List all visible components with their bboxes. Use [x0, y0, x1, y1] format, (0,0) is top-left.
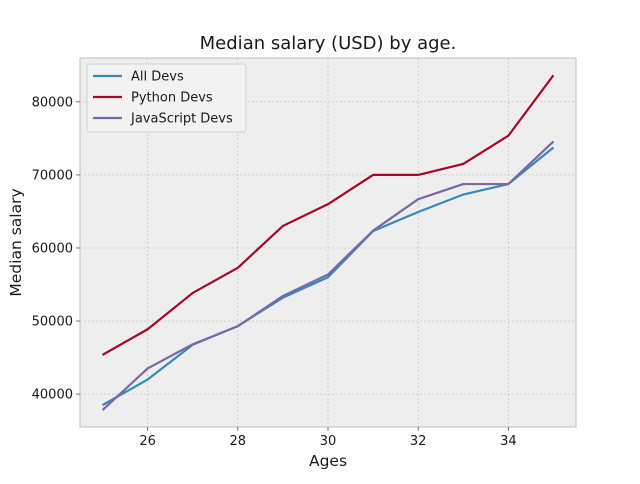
x-tick-label: 26 — [139, 434, 156, 449]
x-tick-label: 30 — [320, 434, 337, 449]
chart-title: Median salary (USD) by age. — [200, 33, 457, 54]
series-line-javascript-devs — [101, 140, 555, 411]
x-tick-label: 34 — [500, 434, 517, 449]
legend-label-javascript-devs: JavaScript Devs — [130, 112, 233, 127]
tick-labels: 26 28 30 32 34 40000 50000 60000 70000 80000 — [32, 95, 517, 449]
legend-entries: All Devs Python Devs JavaScript Devs — [93, 70, 233, 127]
y-tick-label: 70000 — [32, 168, 73, 183]
x-axis-label: Ages — [309, 452, 347, 470]
y-axis-label: Median salary — [7, 188, 25, 296]
y-tick-label: 50000 — [32, 315, 73, 330]
x-tick-label: 32 — [410, 434, 427, 449]
series-line-all-devs — [102, 146, 555, 407]
legend: All Devs Python Devs JavaScript Devs — [86, 63, 247, 133]
legend-label-python-devs: Python Devs — [131, 91, 213, 106]
legend-box — [86, 63, 247, 133]
y-tick-label: 80000 — [32, 95, 73, 110]
legend-label-all-devs: All Devs — [131, 70, 184, 85]
y-tick-label: 60000 — [32, 241, 73, 256]
x-tick-label: 28 — [230, 434, 247, 449]
series-lines — [101, 74, 555, 411]
y-tick-label: 40000 — [32, 388, 73, 403]
series-line-python-devs — [102, 74, 555, 356]
